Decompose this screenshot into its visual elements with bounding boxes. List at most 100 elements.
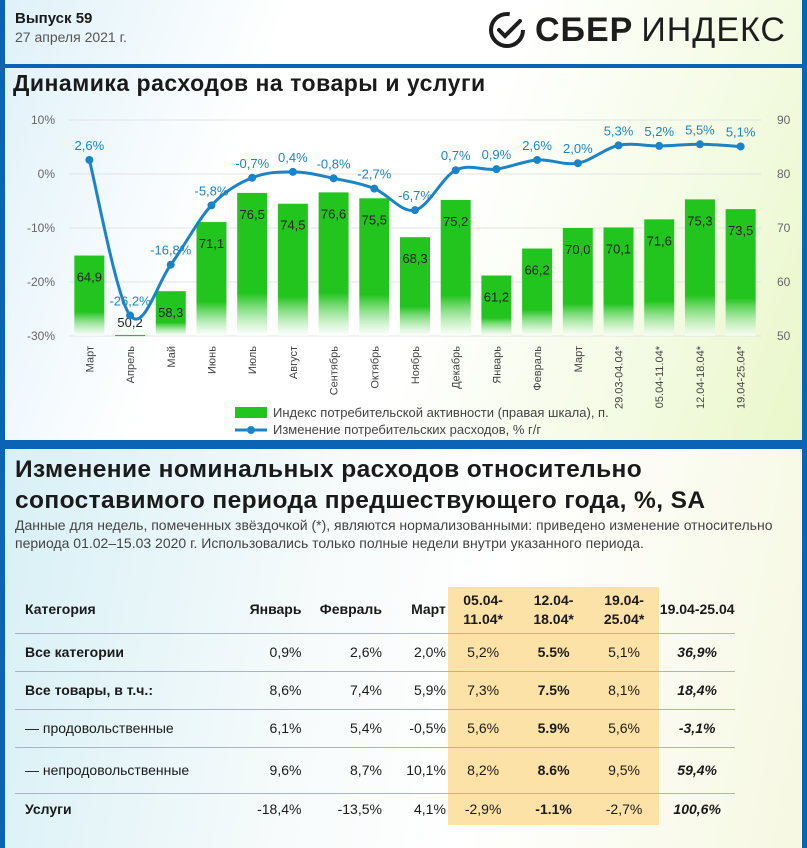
table-cell: 5,4% xyxy=(301,709,382,748)
dynamics-chart: 10%0%-10%-20%-30%908070605064,950,258,37… xyxy=(27,113,791,437)
table-title-line-1: Изменение номинальных расходов относител… xyxy=(15,456,643,483)
legend-line-label: Изменение потребительских расходов, % г/… xyxy=(273,422,541,437)
right-axis-tick: 90 xyxy=(777,113,791,127)
nominal-spending-panel: Изменение номинальных расходов относител… xyxy=(5,449,802,848)
header-march: Март xyxy=(381,587,448,634)
bar-value-label: 58,3 xyxy=(158,305,183,320)
table-cell: 8,2% xyxy=(447,747,519,794)
issue-number: Выпуск 59 xyxy=(15,10,93,27)
table-cell: 2,0% xyxy=(381,633,448,672)
bar xyxy=(155,291,186,336)
bar xyxy=(522,248,553,336)
table-header-row: Категория Январь Февраль Март 05.04-11.0… xyxy=(15,587,735,634)
bar xyxy=(684,199,715,336)
bar-value-label: 75,2 xyxy=(443,214,468,229)
legend-bar-swatch xyxy=(235,407,267,418)
left-axis-tick: -10% xyxy=(27,221,55,235)
line-point xyxy=(533,155,542,164)
right-axis-tick: 60 xyxy=(777,275,791,289)
legend-line-marker xyxy=(247,426,255,434)
left-axis-tick: -20% xyxy=(27,275,55,289)
header-week-1: 05.04-11.04* xyxy=(447,587,519,634)
left-axis-tick: -30% xyxy=(27,329,55,343)
sber-logo-icon xyxy=(488,12,525,48)
table-cell: 5,6% xyxy=(588,709,660,748)
category-tick-label: 05.04-11.04* xyxy=(654,345,666,408)
right-axis-tick: 70 xyxy=(777,221,791,235)
line-point xyxy=(451,166,460,175)
line-value-label: 0,4% xyxy=(278,150,308,165)
bar-value-label: 68,3 xyxy=(402,251,427,266)
table-cell: 7,4% xyxy=(301,671,382,710)
table-cell: 6,1% xyxy=(228,709,302,748)
category-tick-label: Апрель xyxy=(125,346,137,384)
line-value-label: -0,8% xyxy=(317,156,351,171)
row-label: — непродовольственные xyxy=(15,747,229,794)
bar-value-label: 73,5 xyxy=(728,223,753,238)
line-point xyxy=(329,174,338,183)
table-cell: 9,5% xyxy=(588,747,660,794)
line-point xyxy=(288,167,297,176)
line-point xyxy=(573,159,582,168)
issue-date: 27 апреля 2021 г. xyxy=(15,29,127,45)
row-label: Все товары, в т.ч.: xyxy=(15,671,229,710)
line-value-label: 5,5% xyxy=(685,122,715,137)
right-axis-tick: 50 xyxy=(777,329,791,343)
sber-index-logo: СБЕР ИНДЕКС xyxy=(487,8,786,52)
line-value-label: -6,7% xyxy=(398,188,432,203)
bar-value-label: 75,3 xyxy=(687,213,712,228)
category-tick-label: Май xyxy=(166,346,178,368)
category-tick-label: 12.04-18.04* xyxy=(695,345,707,409)
category-tick-label: 29.03-04.04* xyxy=(614,345,626,409)
table-cell: 7.5% xyxy=(518,671,589,710)
line-value-label: 5,3% xyxy=(604,123,634,138)
line-value-label: 5,1% xyxy=(726,124,756,139)
table-section-title: Изменение номинальных расходов относител… xyxy=(15,454,706,516)
left-axis-tick: 10% xyxy=(31,113,55,127)
table-cell: 7,3% xyxy=(447,671,519,710)
table-cell: 2,6% xyxy=(301,633,382,672)
bar xyxy=(644,219,675,336)
bar xyxy=(237,192,268,336)
line-point xyxy=(736,142,745,151)
category-tick-label: Октябрь xyxy=(369,346,381,389)
bar-value-label: 70,1 xyxy=(606,241,631,256)
table-row: — непродовольственные 9,6% 8,7% 10,1% 8,… xyxy=(15,747,735,794)
table-cell: 100,6% xyxy=(673,801,721,818)
table-cell: 36,9% xyxy=(659,633,735,672)
table-row: Все категории 0,9% 2,6% 2,0% 5,2% 5.5% 5… xyxy=(15,633,735,672)
table-cell: 5,1% xyxy=(588,633,660,672)
table-cell: 5,6% xyxy=(447,709,519,748)
table-cell: 5,9% xyxy=(381,671,448,710)
bar-value-label: 76,5 xyxy=(240,207,265,222)
table-row: — продовольственные 6,1% 5,4% -0,5% 5,6%… xyxy=(15,709,735,748)
table-cell: -18,4% xyxy=(257,801,302,818)
bar xyxy=(196,222,227,336)
table-cell: 4,1% xyxy=(413,801,446,818)
line-point xyxy=(411,206,419,215)
table-cell: -2,9% xyxy=(447,793,519,825)
bar xyxy=(277,203,308,336)
table-cell: 8.6% xyxy=(518,747,589,794)
spending-table: Категория Январь Февраль Март 05.04-11.0… xyxy=(15,587,735,825)
table-cell: 8,7% xyxy=(301,747,382,794)
left-axis-tick: 0% xyxy=(38,167,56,181)
table-cell: 5.5% xyxy=(518,633,589,672)
line-point xyxy=(614,141,623,150)
bar-value-label: 64,9 xyxy=(77,270,102,285)
table-cell: -13,5% xyxy=(337,801,382,818)
category-tick-label: Август xyxy=(288,346,300,379)
category-tick-label: Февраль xyxy=(532,346,544,391)
header-week-raw: 19.04-25.04 xyxy=(659,587,735,634)
bar xyxy=(481,275,512,336)
header-january: Январь xyxy=(228,587,302,634)
brand-bold-text: СБЕР xyxy=(534,10,634,49)
bar-value-label: 75,5 xyxy=(362,212,387,227)
line-point xyxy=(126,311,135,320)
table-cell: -1.1% xyxy=(518,793,589,825)
dynamics-panel: Выпуск 59 27 апреля 2021 г. СБЕР ИНДЕКС … xyxy=(5,0,802,440)
category-tick-label: Январь xyxy=(491,346,503,384)
row-label: Услуги xyxy=(25,801,72,818)
header-february: Февраль xyxy=(301,587,382,634)
table-cell: 5,2% xyxy=(447,633,519,672)
